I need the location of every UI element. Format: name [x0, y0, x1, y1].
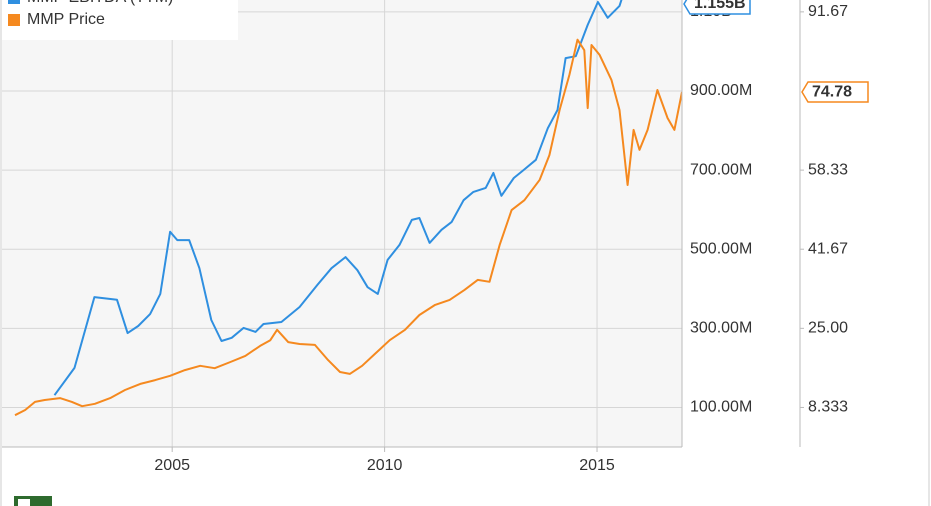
x-tick-label: 2010 — [367, 457, 403, 474]
logo — [14, 496, 52, 506]
value-flag — [801, 81, 869, 103]
y-tick-label: 300.00M — [690, 320, 752, 337]
legend: MMP EBITDA (TTM) MMP Price — [8, 0, 173, 28]
series-layer — [14, 0, 682, 417]
series-line — [14, 38, 682, 417]
labels-layer: 100.00M300.00M500.00M700.00M900.00M1.10B… — [154, 0, 869, 474]
value-flag — [683, 0, 751, 15]
value-label: 1.155B — [694, 0, 746, 12]
x-tick-label: 2015 — [579, 457, 615, 474]
y2-tick-label: 8.333 — [808, 399, 848, 416]
legend-marker — [8, 0, 20, 4]
legend-box — [2, 0, 238, 40]
plot-area — [2, 0, 682, 447]
y2-tick-label: 91.67 — [808, 3, 848, 20]
y-tick-label: 900.00M — [690, 82, 752, 99]
x-tick-label: 2005 — [154, 457, 190, 474]
value-label: 74.78 — [812, 83, 852, 100]
legend-label: MMP Price — [27, 11, 105, 28]
legend-marker — [8, 14, 20, 26]
y-tick-label: 100.00M — [690, 399, 752, 416]
y2-tick-label: 25.00 — [808, 320, 848, 337]
y-tick-label: 700.00M — [690, 161, 752, 178]
series-line — [53, 0, 623, 396]
legend-label: MMP EBITDA (TTM) — [27, 0, 173, 6]
y-tick-label: 500.00M — [690, 240, 752, 257]
y2-tick-label: 41.67 — [808, 240, 848, 257]
y2-tick-label: 58.33 — [808, 161, 848, 178]
